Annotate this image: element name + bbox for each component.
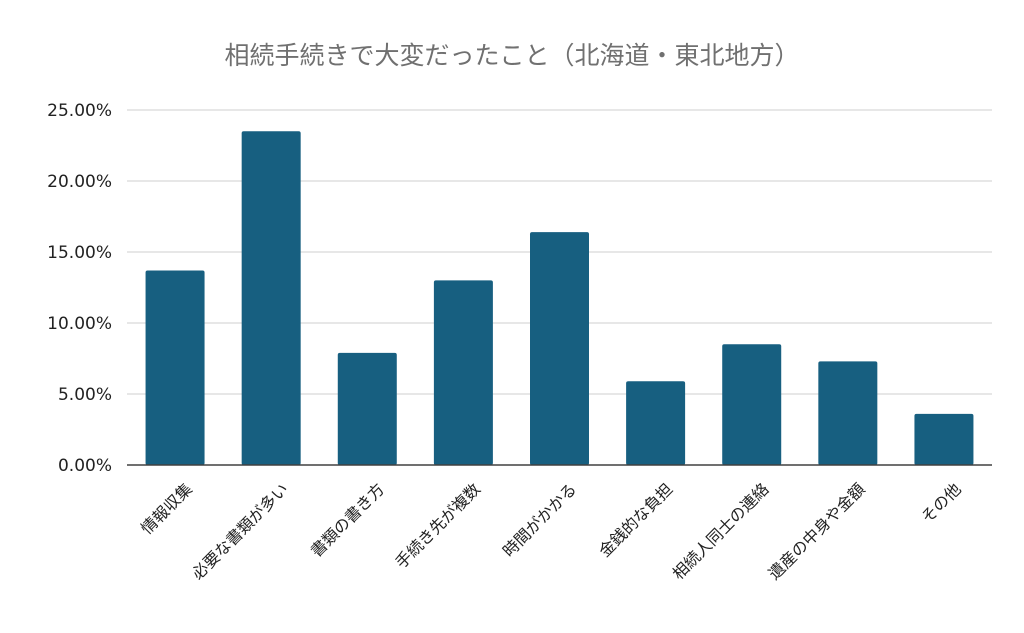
bar <box>914 413 974 465</box>
x-tick-label: 手続き先が複数 <box>392 479 485 572</box>
x-tick-label: 時間がかかる <box>499 479 580 560</box>
bar <box>530 232 589 465</box>
y-tick-label: 0.00% <box>58 456 112 476</box>
y-tick-label: 5.00% <box>58 385 112 405</box>
x-tick-label: 相続人同士の連絡 <box>669 479 773 583</box>
bar <box>145 270 205 465</box>
y-tick-label: 10.00% <box>47 314 112 334</box>
bars <box>145 131 974 466</box>
y-tick-label: 15.00% <box>47 243 112 263</box>
x-tick-label: 必要な書類が多い <box>188 479 292 583</box>
bar <box>722 344 782 465</box>
x-tick-label: 書類の書き方 <box>307 479 388 560</box>
y-tick-label: 20.00% <box>47 172 112 192</box>
x-tick-label: 遺産の中身や金額 <box>765 479 869 583</box>
bar <box>337 352 397 465</box>
chart-title: 相続手続きで大変だったこと（北海道・東北地方） <box>224 41 799 70</box>
bar <box>433 280 493 465</box>
x-tick-label: 情報収集 <box>137 479 196 538</box>
bar <box>626 381 686 465</box>
bar <box>241 131 301 466</box>
y-tick-label: 25.00% <box>47 101 112 121</box>
x-tick-label: その他 <box>917 479 964 526</box>
y-axis-ticks: 0.00% 5.00% 10.00% 15.00% 20.00% 25.00% <box>47 101 112 476</box>
bar <box>818 361 878 465</box>
x-tick-label: 金銭的な負担 <box>595 479 676 560</box>
